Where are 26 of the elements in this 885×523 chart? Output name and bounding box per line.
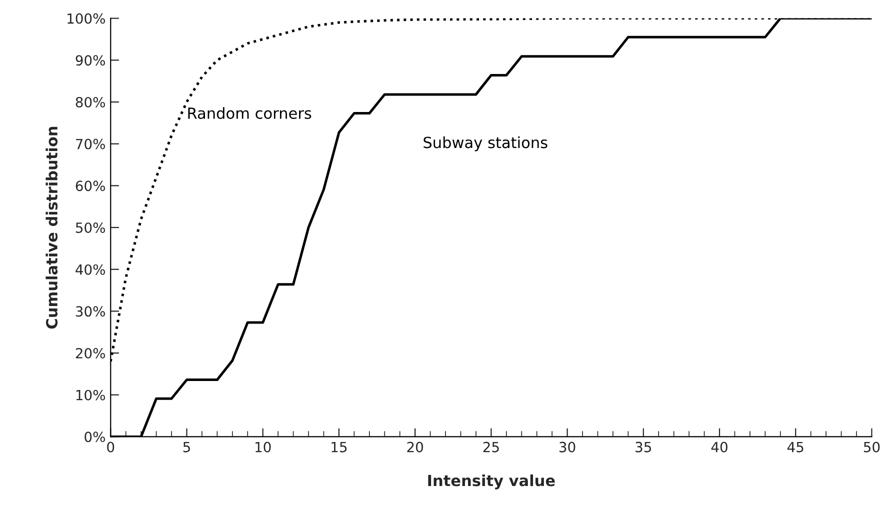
y-tick-label: 90% — [76, 55, 105, 66]
y-tick-label: 100% — [68, 13, 105, 24]
x-tick-label: 45 — [787, 442, 804, 452]
x-tick-label: 30 — [560, 442, 576, 452]
x-tick-label: 10 — [256, 442, 271, 452]
y-tick-label: 0% — [84, 432, 105, 442]
x-tick-label: 25 — [483, 442, 499, 452]
x-tick-label: 35 — [636, 442, 652, 452]
y-tick-label: 70% — [76, 138, 105, 150]
y-tick-label: 30% — [76, 306, 105, 317]
y-tick-label: 60% — [76, 180, 105, 192]
y-tick-label: 80% — [76, 96, 105, 108]
x-tick-label: 20 — [407, 442, 423, 452]
y-tick-label: 40% — [76, 264, 105, 275]
x-tick-label: 15 — [332, 442, 347, 452]
x-axis-title: Intensity value — [428, 474, 555, 490]
text: Subway stations — [424, 136, 548, 152]
x-tick-label: 0 — [107, 442, 114, 452]
x-tick-label: 40 — [711, 442, 728, 452]
y-tick-label: 10% — [76, 390, 105, 400]
y-axis-title: Cumulative distribution — [46, 126, 58, 329]
y-tick-label: 50% — [76, 222, 105, 233]
x-tick-label: 5 — [183, 442, 190, 452]
y-tick-label: 20% — [76, 348, 105, 358]
x-tick-label: 50 — [864, 442, 880, 452]
series-label: Random corners — [188, 107, 312, 119]
